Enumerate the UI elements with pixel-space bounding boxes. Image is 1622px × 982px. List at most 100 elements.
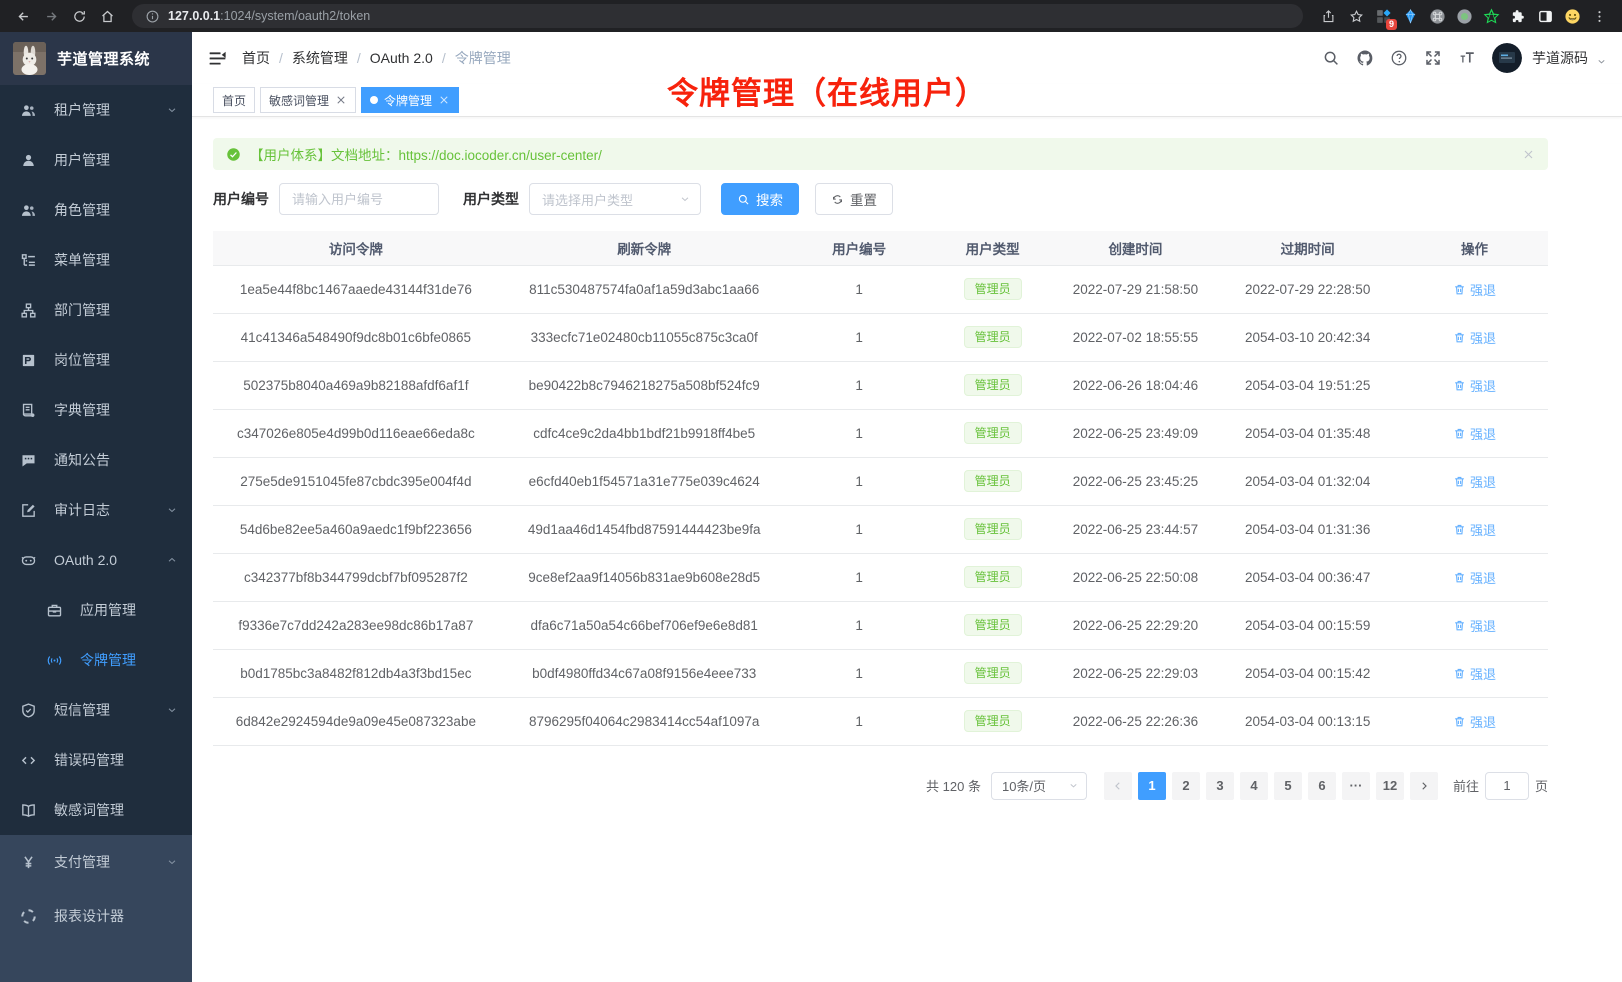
chevron-down-icon — [166, 704, 178, 716]
sidebar-item-report-designer[interactable]: 报表设计器 — [0, 889, 192, 943]
puzzle-icon[interactable] — [1506, 4, 1530, 28]
next-page-button[interactable] — [1409, 771, 1438, 800]
user-type-badge: 管理员 — [963, 518, 1022, 540]
sidebar-item-oauth2[interactable]: OAuth 2.0 — [0, 535, 192, 585]
trash-icon — [1453, 523, 1466, 536]
breadcrumb-item[interactable]: OAuth 2.0 — [369, 50, 433, 66]
fullscreen-icon[interactable] — [1424, 49, 1442, 67]
browser-forward-icon[interactable] — [38, 4, 64, 28]
user-menu-caret-icon[interactable] — [1596, 56, 1607, 67]
browser-home-icon[interactable] — [94, 4, 120, 28]
sidebar-item-menu[interactable]: 菜单管理 — [0, 235, 192, 285]
sidebar-item-oauth2-app[interactable]: 应用管理 — [0, 585, 192, 635]
bookmark-star-icon[interactable] — [1343, 4, 1369, 28]
cmd-circle-icon[interactable] — [1425, 4, 1449, 28]
more-pages-button[interactable]: ··· — [1341, 771, 1370, 800]
create-time-cell: 2022-06-25 23:45:25 — [1056, 457, 1215, 506]
force-logout-button[interactable]: 强退 — [1453, 328, 1496, 347]
force-logout-button[interactable]: 强退 — [1453, 376, 1496, 395]
tab-token[interactable]: 令牌管理 — [361, 87, 460, 113]
close-icon — [335, 94, 347, 106]
alert-close-icon[interactable] — [1522, 148, 1535, 161]
search-button[interactable]: 搜索 — [721, 183, 799, 215]
share-icon[interactable] — [1315, 4, 1341, 28]
help-icon[interactable] — [1390, 49, 1408, 67]
sidebar-item-user[interactable]: 用户管理 — [0, 135, 192, 185]
user-type-select[interactable]: 请选择用户类型 — [529, 183, 701, 215]
site-info-icon[interactable] — [144, 8, 160, 24]
breadcrumb-item[interactable]: 首页 — [242, 50, 270, 66]
tab-home[interactable]: 首页 — [213, 87, 256, 113]
badge-icon — [20, 352, 37, 369]
prev-page-button[interactable] — [1103, 771, 1132, 800]
sidebar-item-sensitive-word[interactable]: 敏感词管理 — [0, 785, 192, 835]
alert-prefix: 【用户体系】文档地址： — [250, 148, 399, 163]
smiley-icon[interactable] — [1560, 4, 1584, 28]
browser-reload-icon[interactable] — [66, 4, 92, 28]
access-token-cell: b0d1785bc3a8482f812db4a3f3bd15ec — [213, 649, 499, 698]
report-icon — [20, 908, 37, 925]
sidebar-item-sms[interactable]: 短信管理 — [0, 685, 192, 735]
chevron-down-icon — [1068, 780, 1079, 791]
force-logout-button[interactable]: 强退 — [1453, 712, 1496, 731]
sidebar-item-dept[interactable]: 部门管理 — [0, 285, 192, 335]
browser-back-icon[interactable] — [10, 4, 36, 28]
expire-time-cell: 2054-03-04 01:35:48 — [1214, 409, 1402, 458]
goto-page-input[interactable] — [1484, 771, 1529, 800]
sidebar-item-post[interactable]: 岗位管理 — [0, 335, 192, 385]
expire-time-cell: 2054-03-04 00:13:15 — [1214, 697, 1402, 746]
sidebar-item-role[interactable]: 角色管理 — [0, 185, 192, 235]
reset-button[interactable]: 重置 — [815, 183, 893, 215]
page-button-2[interactable]: 2 — [1171, 771, 1200, 800]
browser-menu-icon[interactable] — [1586, 4, 1612, 28]
sidebar-item-oauth2-token[interactable]: 令牌管理 — [0, 635, 192, 685]
record-circle-icon[interactable] — [1452, 4, 1476, 28]
doc-link[interactable]: https://doc.iocoder.cn/user-center/ — [398, 148, 602, 163]
sidebar-item-tenant[interactable]: 租户管理 — [0, 85, 192, 135]
force-logout-button[interactable]: 强退 — [1453, 424, 1496, 443]
page-button-5[interactable]: 5 — [1273, 771, 1302, 800]
grid-ext-icon[interactable]: 9 — [1371, 4, 1397, 30]
font-size-icon[interactable] — [1458, 49, 1476, 67]
search-icon[interactable] — [1322, 49, 1340, 67]
sidebar-item-pay[interactable]: 支付管理 — [0, 835, 192, 889]
collapse-sidebar-icon[interactable] — [207, 48, 228, 69]
sidepanel-icon[interactable] — [1533, 4, 1557, 28]
sidebar-menu-bottom: 支付管理 报表设计器 — [0, 835, 192, 943]
sidebar-item-error-code[interactable]: 错误码管理 — [0, 735, 192, 785]
page-button-12[interactable]: 12 — [1375, 771, 1404, 800]
tab-sensitive-word[interactable]: 敏感词管理 — [260, 87, 357, 113]
page-size-select[interactable]: 10条/页 — [990, 771, 1087, 800]
reset-button-label: 重置 — [850, 193, 877, 208]
star-green-icon[interactable] — [1479, 4, 1503, 28]
sidebar-item-label: 通知公告 — [54, 452, 110, 468]
force-logout-button[interactable]: 强退 — [1453, 520, 1496, 539]
action-cell: 强退 — [1401, 505, 1548, 554]
sidebar-item-audit-log[interactable]: 审计日志 — [0, 485, 192, 535]
page-button-4[interactable]: 4 — [1239, 771, 1268, 800]
user-id-cell: 1 — [789, 505, 929, 554]
force-logout-button[interactable]: 强退 — [1453, 616, 1496, 635]
force-logout-button[interactable]: 强退 — [1453, 280, 1496, 299]
sidebar-item-dict[interactable]: 字典管理 — [0, 385, 192, 435]
user-name[interactable]: 芋道源码 — [1532, 50, 1588, 66]
avatar[interactable] — [1492, 43, 1522, 73]
page-button-1[interactable]: 1 — [1137, 771, 1166, 800]
column-header: 访问令牌 — [213, 231, 499, 266]
success-check-icon — [226, 147, 241, 162]
address-bar[interactable]: 127.0.0.1:1024/system/oauth2/token — [132, 4, 1303, 28]
sidebar-item-notice[interactable]: 通知公告 — [0, 435, 192, 485]
force-logout-button[interactable]: 强退 — [1453, 568, 1496, 587]
user-id-input[interactable] — [279, 183, 439, 215]
breadcrumb-item[interactable]: 系统管理 — [291, 50, 348, 66]
gem-icon[interactable] — [1398, 4, 1422, 28]
github-icon[interactable] — [1356, 49, 1374, 67]
page-button-3[interactable]: 3 — [1205, 771, 1234, 800]
sidebar-item-label: 敏感词管理 — [54, 802, 124, 818]
force-logout-button[interactable]: 强退 — [1453, 664, 1496, 683]
expire-time-cell: 2054-03-10 20:42:34 — [1214, 313, 1402, 362]
access-token-cell: 1ea5e44f8bc1467aaede43144f31de76 — [213, 265, 499, 314]
page-button-6[interactable]: 6 — [1307, 771, 1336, 800]
force-logout-button[interactable]: 强退 — [1453, 472, 1496, 491]
